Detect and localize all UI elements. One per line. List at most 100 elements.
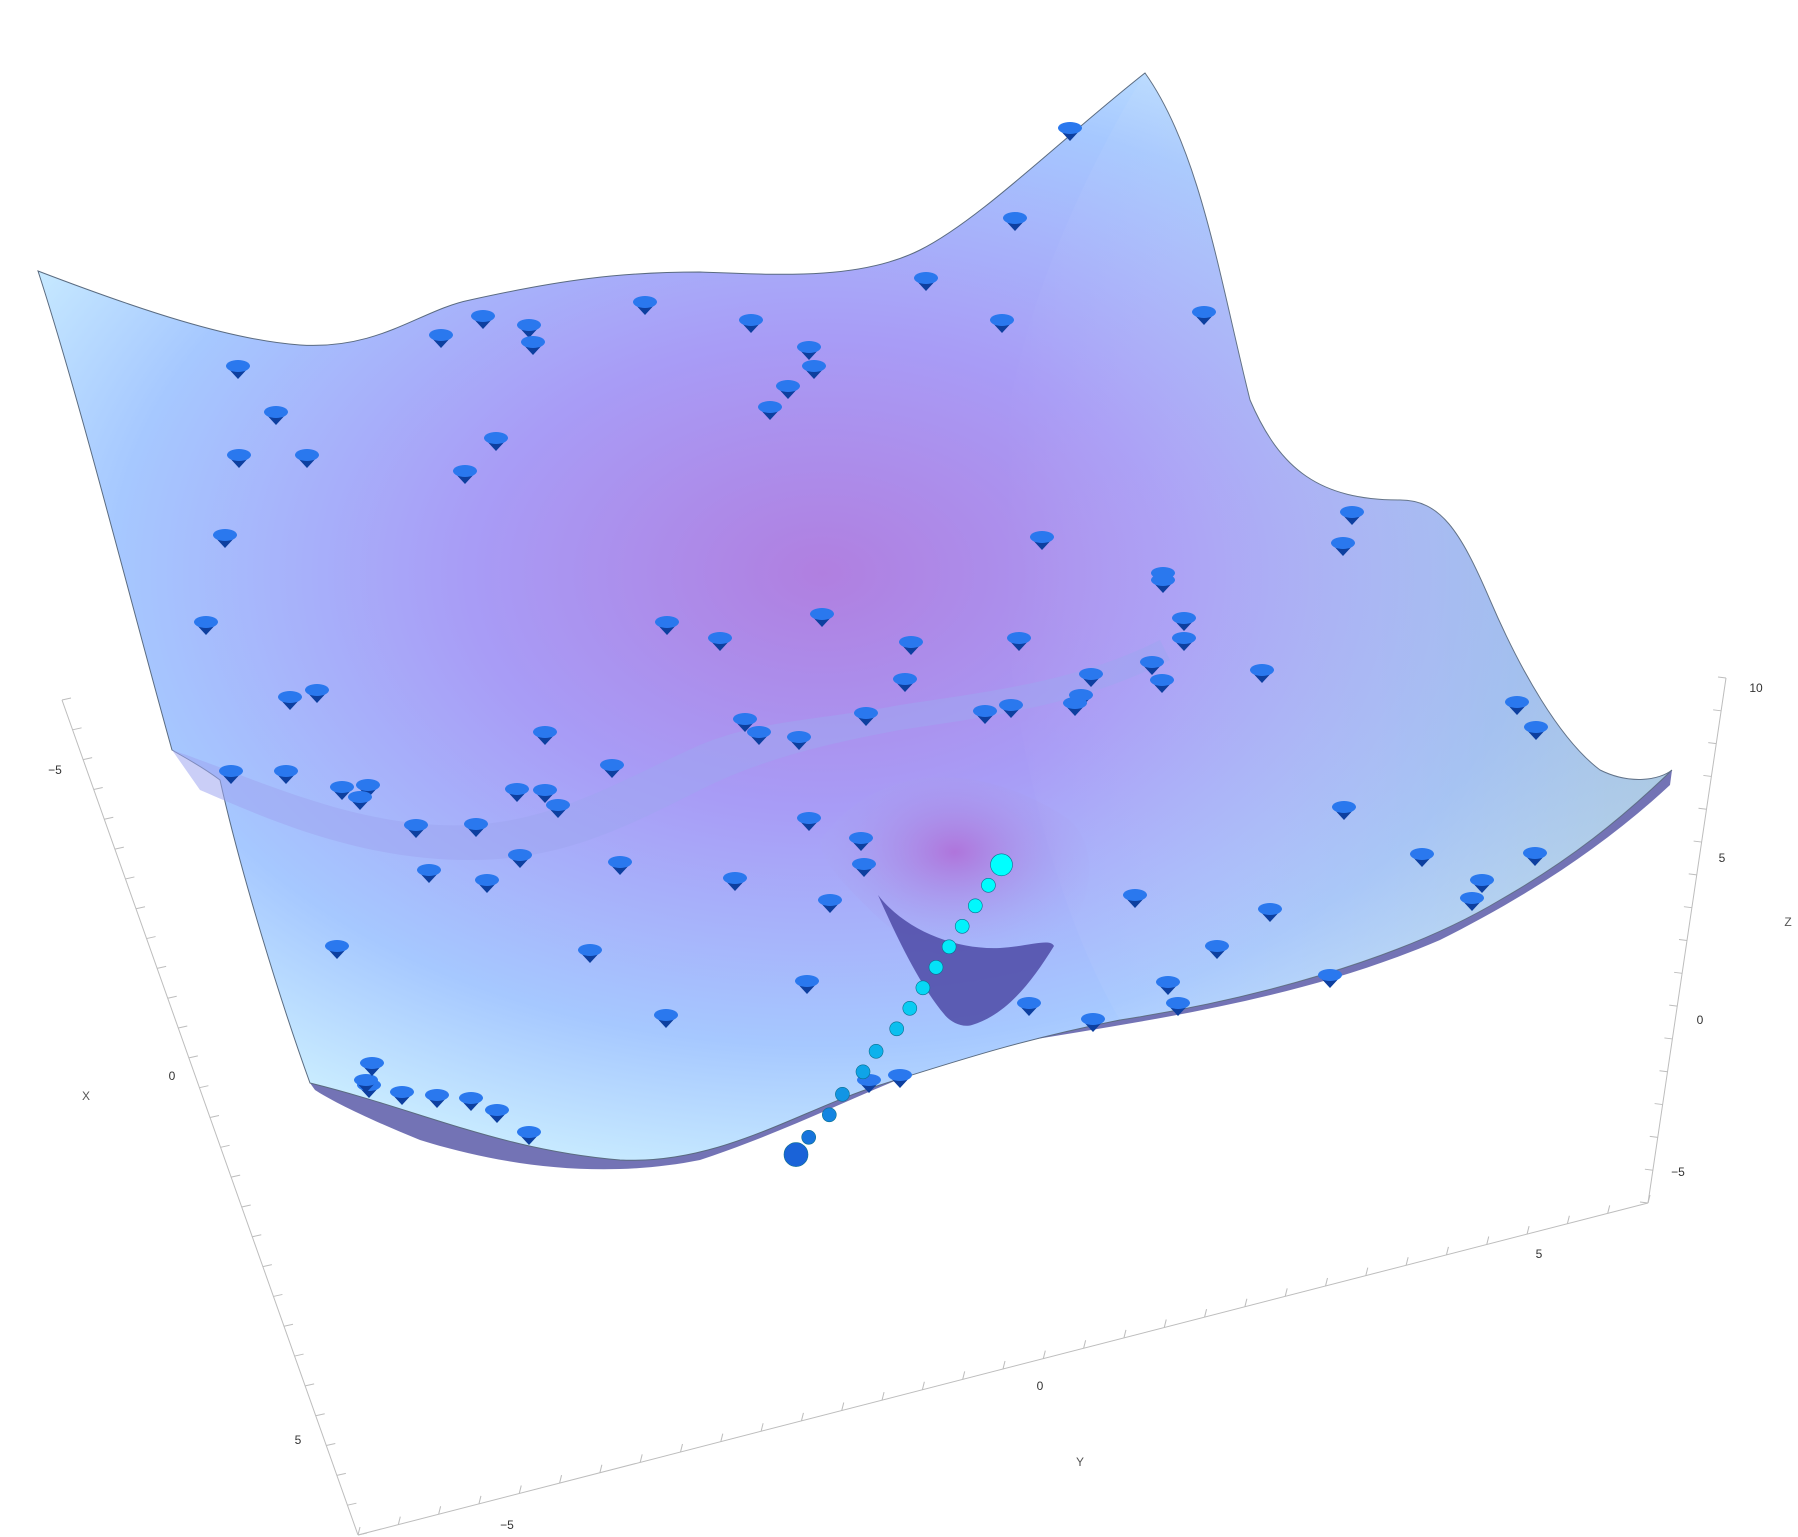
- axis-tick: [104, 816, 114, 820]
- cone-marker: [888, 1069, 912, 1088]
- cone-marker: [787, 731, 811, 750]
- cone-marker: [1318, 969, 1342, 988]
- cone-marker: [747, 726, 771, 745]
- cone-marker: [1505, 696, 1529, 715]
- axis-tick: [1405, 1257, 1409, 1266]
- cone-markers: [194, 122, 1548, 1145]
- axis-tick: [1654, 1103, 1663, 1106]
- descent-point: [981, 877, 996, 893]
- axis-tick: [1713, 709, 1722, 712]
- axis-tick: [1647, 1194, 1651, 1204]
- y-axis-title: Y: [1076, 1455, 1084, 1469]
- z-tick-label: 0: [1697, 1013, 1704, 1027]
- cone-marker: [484, 432, 508, 451]
- cone-marker: [990, 314, 1014, 333]
- cone-marker: [633, 296, 657, 315]
- cone-marker: [733, 713, 757, 732]
- axis-tick: [397, 1516, 401, 1525]
- cone-marker: [723, 872, 747, 891]
- cone-marker: [1410, 848, 1434, 867]
- cone-marker: [608, 856, 632, 875]
- cone-marker: [278, 691, 302, 710]
- z-axis-title: Z: [1784, 915, 1791, 929]
- cone-marker: [1470, 874, 1494, 893]
- axis-tick: [438, 1506, 442, 1515]
- axis-tick: [1365, 1267, 1369, 1276]
- x-tick-labels: −5 0 5: [48, 763, 302, 1447]
- cone-marker: [1340, 506, 1364, 525]
- cone-marker: [852, 858, 876, 877]
- x-tick-label: 5: [295, 1433, 302, 1447]
- cone-marker: [802, 360, 826, 379]
- cone-marker: [533, 726, 557, 745]
- descent-point: [954, 918, 970, 934]
- axis-tick: [273, 1293, 283, 1297]
- cone-marker: [194, 616, 218, 635]
- cone-marker: [810, 608, 834, 627]
- cone-marker: [264, 406, 288, 425]
- cone-marker: [227, 449, 251, 468]
- axis-tick: [1123, 1329, 1127, 1338]
- cone-marker: [1151, 574, 1175, 593]
- cone-marker: [758, 401, 782, 420]
- cone-marker: [797, 812, 821, 831]
- axis-tick: [1698, 807, 1707, 810]
- axis-tick: [326, 1443, 336, 1447]
- cone-marker: [517, 319, 541, 338]
- cone-marker: [1123, 889, 1147, 908]
- cone-marker: [1250, 664, 1274, 683]
- cone-marker: [708, 632, 732, 651]
- cone-marker: [305, 684, 329, 703]
- cone-marker: [356, 779, 380, 798]
- axis-tick: [800, 1412, 804, 1421]
- descent-point: [783, 1142, 809, 1167]
- cone-marker: [471, 310, 495, 329]
- cone-marker: [1156, 976, 1180, 995]
- descent-point: [990, 853, 1013, 877]
- cone-marker: [1150, 674, 1174, 693]
- x-axis-title: X: [82, 1089, 90, 1103]
- axis-tick: [841, 1402, 845, 1411]
- z-tick-label: 5: [1719, 851, 1726, 865]
- axis-tick: [1284, 1288, 1288, 1297]
- axis-tick: [1717, 676, 1727, 679]
- axis-tick: [680, 1443, 683, 1453]
- cone-marker: [973, 705, 997, 724]
- axis-tick: [1445, 1246, 1449, 1255]
- axis-tick: [1688, 873, 1697, 876]
- cone-marker: [776, 380, 800, 399]
- cone-marker: [797, 341, 821, 360]
- cone-marker: [1331, 537, 1355, 556]
- cone-marker: [459, 1092, 483, 1111]
- cone-marker: [213, 529, 237, 548]
- cone-marker: [505, 783, 529, 802]
- cone-marker: [330, 781, 354, 800]
- axis-tick: [209, 1115, 220, 1118]
- axis-tick: [1683, 906, 1692, 909]
- axis-tick: [1639, 1201, 1649, 1204]
- axis-tick: [559, 1475, 563, 1484]
- axis-tick: [199, 1085, 209, 1089]
- axis-tick: [1486, 1236, 1490, 1245]
- axis-tick: [72, 727, 82, 731]
- y-tick-label: 0: [1037, 1379, 1044, 1393]
- cone-marker: [325, 940, 349, 959]
- axis-tick: [1703, 774, 1712, 777]
- cone-marker: [795, 975, 819, 994]
- axis-tick: [357, 1526, 361, 1536]
- cone-marker: [521, 336, 545, 355]
- axis-tick: [1244, 1298, 1248, 1307]
- cone-marker: [475, 874, 499, 893]
- cone-marker: [464, 818, 488, 837]
- cone-marker: [899, 636, 923, 655]
- axis-tick: [478, 1495, 482, 1504]
- cone-marker: [578, 944, 602, 963]
- axis-tick: [1693, 840, 1702, 843]
- cone-marker: [1079, 668, 1103, 687]
- axis-tick: [599, 1464, 603, 1473]
- cone-marker: [1081, 1013, 1105, 1032]
- axis-tick: [125, 876, 135, 880]
- axis-tick: [1042, 1350, 1046, 1359]
- cone-marker: [390, 1086, 414, 1105]
